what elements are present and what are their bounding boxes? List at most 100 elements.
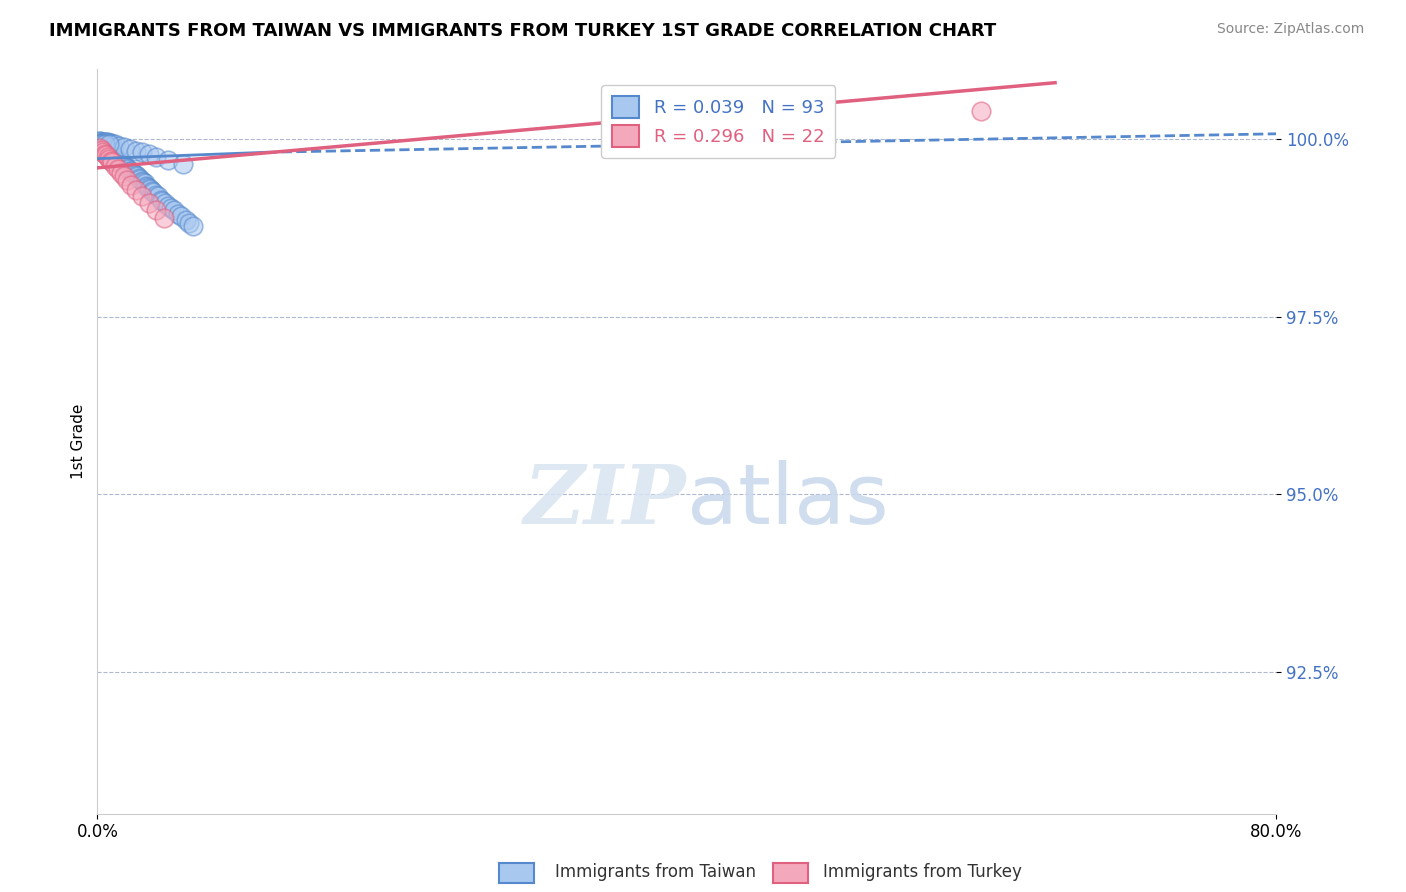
Point bbox=[93, 141, 115, 155]
Point bbox=[970, 104, 993, 119]
Point bbox=[100, 146, 122, 161]
Point bbox=[136, 180, 159, 194]
Point bbox=[131, 145, 153, 160]
Point bbox=[117, 162, 139, 177]
Point bbox=[157, 153, 180, 167]
Point bbox=[124, 168, 146, 182]
Point bbox=[107, 162, 129, 177]
Point bbox=[174, 212, 197, 227]
Point bbox=[132, 175, 155, 189]
Point bbox=[142, 185, 165, 199]
Point bbox=[91, 145, 114, 160]
Point bbox=[150, 194, 173, 209]
Text: Source: ZipAtlas.com: Source: ZipAtlas.com bbox=[1216, 22, 1364, 37]
Point bbox=[104, 159, 127, 173]
Point bbox=[87, 143, 110, 157]
Point bbox=[138, 196, 160, 211]
Point bbox=[96, 148, 118, 162]
Point bbox=[160, 202, 183, 216]
Point bbox=[101, 146, 124, 161]
Point bbox=[97, 145, 120, 160]
Point bbox=[87, 137, 110, 152]
Point bbox=[127, 169, 149, 184]
Point bbox=[131, 189, 153, 203]
Point bbox=[101, 150, 124, 164]
Point bbox=[167, 207, 190, 221]
Point bbox=[93, 137, 115, 152]
Point bbox=[100, 148, 122, 162]
Point bbox=[91, 142, 114, 156]
Point bbox=[90, 139, 112, 153]
Point bbox=[138, 147, 160, 161]
Point bbox=[124, 183, 146, 197]
Point bbox=[120, 178, 142, 192]
Point bbox=[89, 141, 111, 155]
Text: Immigrants from Turkey: Immigrants from Turkey bbox=[823, 863, 1021, 881]
Point bbox=[101, 155, 124, 169]
Point bbox=[134, 177, 156, 191]
Point bbox=[105, 153, 128, 168]
Point bbox=[108, 139, 131, 153]
Point bbox=[97, 136, 120, 150]
Point bbox=[107, 155, 129, 169]
Point bbox=[96, 143, 118, 157]
Point bbox=[124, 144, 146, 158]
Point bbox=[93, 139, 115, 153]
Point bbox=[118, 142, 141, 156]
Point bbox=[111, 157, 134, 171]
Point bbox=[110, 156, 132, 170]
Point bbox=[101, 136, 124, 151]
Point bbox=[101, 148, 124, 162]
Point bbox=[93, 135, 115, 149]
Point bbox=[105, 153, 128, 167]
Point bbox=[89, 136, 111, 150]
Text: Immigrants from Taiwan: Immigrants from Taiwan bbox=[555, 863, 756, 881]
Point bbox=[98, 146, 121, 161]
Point bbox=[114, 160, 136, 174]
Point bbox=[103, 148, 125, 162]
Point bbox=[103, 150, 125, 164]
Point bbox=[100, 136, 122, 150]
Point bbox=[97, 143, 120, 157]
Point bbox=[104, 153, 127, 167]
Point bbox=[108, 153, 131, 168]
Point bbox=[181, 219, 204, 233]
Point bbox=[139, 182, 162, 196]
Point bbox=[131, 174, 153, 188]
Point bbox=[170, 209, 193, 223]
Point bbox=[91, 138, 114, 153]
Text: IMMIGRANTS FROM TAIWAN VS IMMIGRANTS FROM TURKEY 1ST GRADE CORRELATION CHART: IMMIGRANTS FROM TAIWAN VS IMMIGRANTS FRO… bbox=[49, 22, 997, 40]
Point bbox=[104, 150, 127, 164]
Point bbox=[135, 178, 157, 193]
Point bbox=[87, 143, 110, 157]
Point bbox=[146, 189, 169, 203]
Point bbox=[98, 153, 121, 167]
Point bbox=[93, 146, 115, 161]
Point bbox=[91, 135, 114, 149]
Point bbox=[90, 137, 112, 152]
Point bbox=[90, 141, 112, 155]
Point bbox=[153, 196, 176, 211]
Point bbox=[172, 157, 194, 171]
Point bbox=[115, 161, 138, 175]
Point bbox=[118, 163, 141, 178]
Legend: R = 0.039   N = 93, R = 0.296   N = 22: R = 0.039 N = 93, R = 0.296 N = 22 bbox=[602, 85, 835, 158]
Point bbox=[177, 215, 200, 229]
Point bbox=[129, 172, 152, 186]
Point bbox=[163, 203, 186, 218]
Text: ZIP: ZIP bbox=[524, 460, 686, 541]
Point bbox=[120, 164, 142, 178]
Point bbox=[115, 173, 138, 187]
Point bbox=[90, 135, 112, 149]
Point bbox=[128, 170, 150, 185]
Point bbox=[112, 159, 135, 173]
Point bbox=[145, 203, 167, 218]
Point bbox=[157, 199, 180, 213]
Point bbox=[112, 140, 135, 154]
Point bbox=[97, 150, 120, 164]
Point bbox=[138, 180, 160, 194]
Point bbox=[108, 155, 131, 169]
Point bbox=[145, 149, 167, 163]
Point bbox=[98, 145, 121, 159]
Point bbox=[110, 166, 132, 180]
